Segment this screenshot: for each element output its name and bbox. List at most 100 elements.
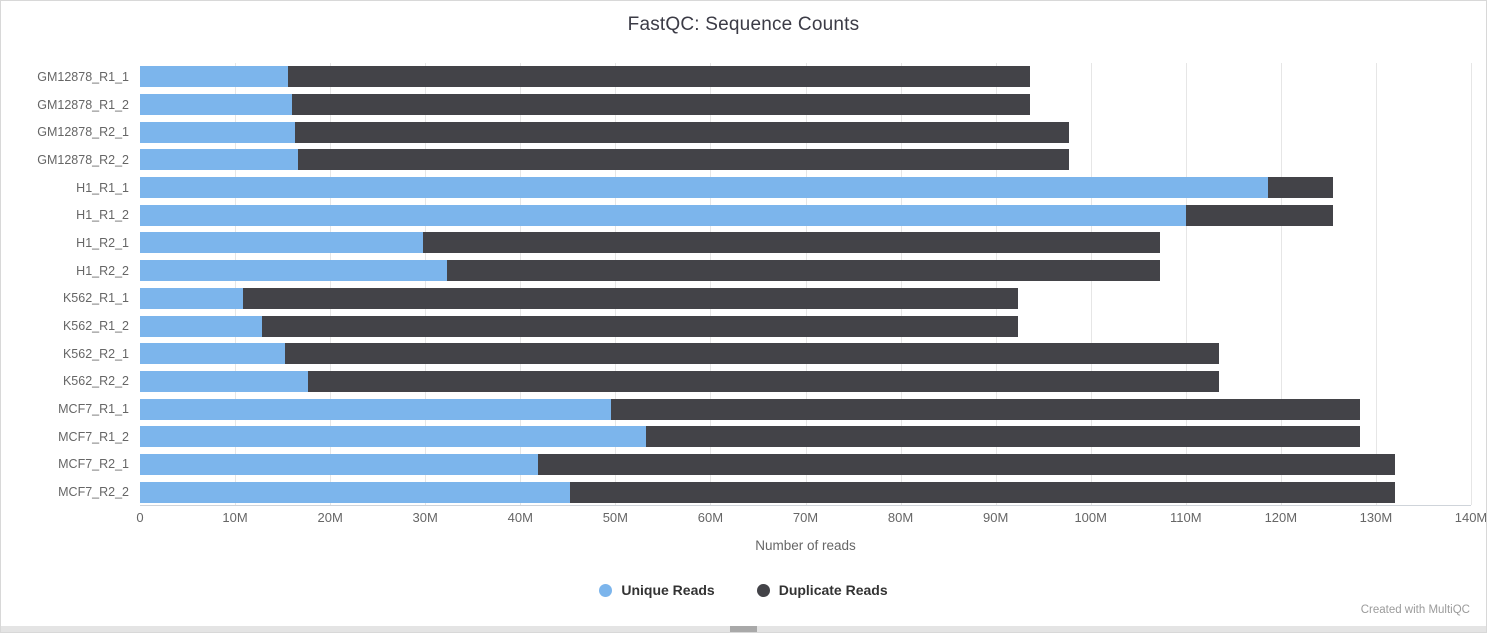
chart-title: FastQC: Sequence Counts xyxy=(627,14,860,35)
sample-label: K562_R2_2 xyxy=(62,374,129,389)
x-axis-title: Number of reads xyxy=(755,538,856,553)
unique-reads-segment[interactable] xyxy=(140,177,1268,199)
legend-dot-icon xyxy=(756,583,770,597)
bar-row: K562_R1_2 xyxy=(1,312,1471,340)
sample-label: GM12878_R2_1 xyxy=(37,125,129,140)
legend-dot-icon xyxy=(599,583,613,597)
unique-reads-segment[interactable] xyxy=(140,315,262,337)
duplicate-reads-segment[interactable] xyxy=(1267,177,1334,199)
unique-reads-segment[interactable] xyxy=(140,260,448,282)
x-tick-label: 120M xyxy=(1264,510,1298,525)
sample-label: MCF7_R1_2 xyxy=(58,429,129,444)
duplicate-reads-segment[interactable] xyxy=(294,121,1069,143)
plot-gridlines xyxy=(140,63,1472,506)
x-tick-label: 10M xyxy=(222,510,248,525)
duplicate-reads-segment[interactable] xyxy=(538,453,1395,475)
duplicate-reads-segment[interactable] xyxy=(447,260,1161,282)
bar-row: GM12878_R1_1 xyxy=(1,63,1471,91)
unique-reads-segment[interactable] xyxy=(140,66,289,88)
sample-label: GM12878_R1_1 xyxy=(37,69,129,84)
duplicate-reads-segment[interactable] xyxy=(242,287,1018,309)
unique-reads-segment[interactable] xyxy=(140,343,286,365)
x-tick-label: 0 xyxy=(136,510,144,525)
x-tick-label: 110M xyxy=(1170,510,1202,525)
x-tick-label: 70M xyxy=(792,510,819,525)
grid-line xyxy=(425,63,427,505)
unique-reads-segment[interactable] xyxy=(140,398,611,420)
unique-reads-segment[interactable] xyxy=(140,453,539,475)
grid-line xyxy=(235,63,237,505)
grid-line xyxy=(1471,63,1472,505)
grid-line xyxy=(1280,63,1282,505)
unique-reads-segment[interactable] xyxy=(140,94,293,116)
legend-item-unique-reads[interactable]: Unique Reads xyxy=(599,582,715,598)
sample-label: MCF7_R2_1 xyxy=(58,457,129,472)
bar-rows: GM12878_R1_1 GM12878_R1_2 GM12878_R2_1 GM12… xyxy=(1,63,1471,506)
x-tick-label: 30M xyxy=(412,510,438,525)
grid-line xyxy=(615,63,617,505)
legend-label: Unique Reads xyxy=(621,582,715,598)
bar-track xyxy=(140,260,1471,282)
bar-track xyxy=(140,481,1471,503)
duplicate-reads-segment[interactable] xyxy=(423,232,1161,254)
duplicate-reads-segment[interactable] xyxy=(292,94,1030,116)
unique-reads-segment[interactable] xyxy=(140,481,570,503)
duplicate-reads-segment[interactable] xyxy=(1185,204,1334,226)
unique-reads-segment[interactable] xyxy=(140,426,646,448)
grid-line xyxy=(995,63,997,505)
duplicate-reads-segment[interactable] xyxy=(297,149,1069,171)
duplicate-reads-segment[interactable] xyxy=(288,66,1030,88)
bar-row: H1_R1_2 xyxy=(1,201,1471,229)
bar-row: MCF7_R2_1 xyxy=(1,451,1471,479)
chart-legend: Unique Reads Duplicate Reads xyxy=(1,582,1486,598)
sample-label: MCF7_R2_2 xyxy=(58,485,129,500)
bar-row: MCF7_R2_2 xyxy=(1,478,1471,506)
grid-line xyxy=(520,63,522,505)
duplicate-reads-segment[interactable] xyxy=(645,426,1360,448)
bar-track xyxy=(140,398,1471,420)
bar-row: MCF7_R1_1 xyxy=(1,395,1471,423)
bar-row: H1_R2_1 xyxy=(1,229,1471,257)
sample-label: GM12878_R1_2 xyxy=(37,97,129,112)
sample-label: MCF7_R1_1 xyxy=(58,402,129,417)
sample-label: H1_R2_2 xyxy=(76,263,129,278)
duplicate-reads-segment[interactable] xyxy=(610,398,1360,420)
x-axis-ticks: 0 10M 20M 30M 40M 50M 60M 70M 80M 90M 100M 110M 120M… xyxy=(136,510,1486,528)
duplicate-reads-segment[interactable] xyxy=(261,315,1018,337)
x-tick-label: 60M xyxy=(697,510,724,525)
unique-reads-segment[interactable] xyxy=(140,370,309,392)
duplicate-reads-segment[interactable] xyxy=(308,370,1220,392)
sample-label: H1_R1_2 xyxy=(76,208,129,223)
unique-reads-segment[interactable] xyxy=(140,149,298,171)
unique-reads-segment[interactable] xyxy=(140,204,1186,226)
unique-reads-segment[interactable] xyxy=(140,232,424,254)
bar-track xyxy=(140,66,1471,88)
sample-label: K562_R2_1 xyxy=(62,346,129,361)
unique-reads-segment[interactable] xyxy=(140,287,243,309)
sample-label: H1_R2_1 xyxy=(76,235,129,250)
grid-line xyxy=(710,63,712,505)
bar-row: H1_R2_2 xyxy=(1,257,1471,285)
x-tick-label: 130M xyxy=(1359,510,1393,525)
duplicate-reads-segment[interactable] xyxy=(569,481,1395,503)
bar-track xyxy=(140,343,1471,365)
bar-row: GM12878_R1_2 xyxy=(1,91,1471,119)
bar-track xyxy=(140,370,1471,392)
grid-line xyxy=(1090,63,1092,505)
horizontal-scrollbar-track[interactable] xyxy=(1,626,1486,632)
horizontal-scrollbar-thumb[interactable] xyxy=(730,626,757,632)
grid-line xyxy=(805,63,807,505)
legend-label: Duplicate Reads xyxy=(778,582,888,598)
sample-label: GM12878_R2_2 xyxy=(37,152,129,167)
legend-item-duplicate-reads[interactable]: Duplicate Reads xyxy=(756,582,888,598)
bar-track xyxy=(140,121,1471,143)
unique-reads-segment[interactable] xyxy=(140,121,295,143)
duplicate-reads-segment[interactable] xyxy=(285,343,1220,365)
bar-row: MCF7_R1_2 xyxy=(1,423,1471,451)
bar-row: K562_R1_1 xyxy=(1,285,1471,313)
grid-line xyxy=(1185,63,1187,505)
x-tick-label: 20M xyxy=(317,510,343,525)
bar-track xyxy=(140,149,1471,171)
bar-track xyxy=(140,232,1471,254)
